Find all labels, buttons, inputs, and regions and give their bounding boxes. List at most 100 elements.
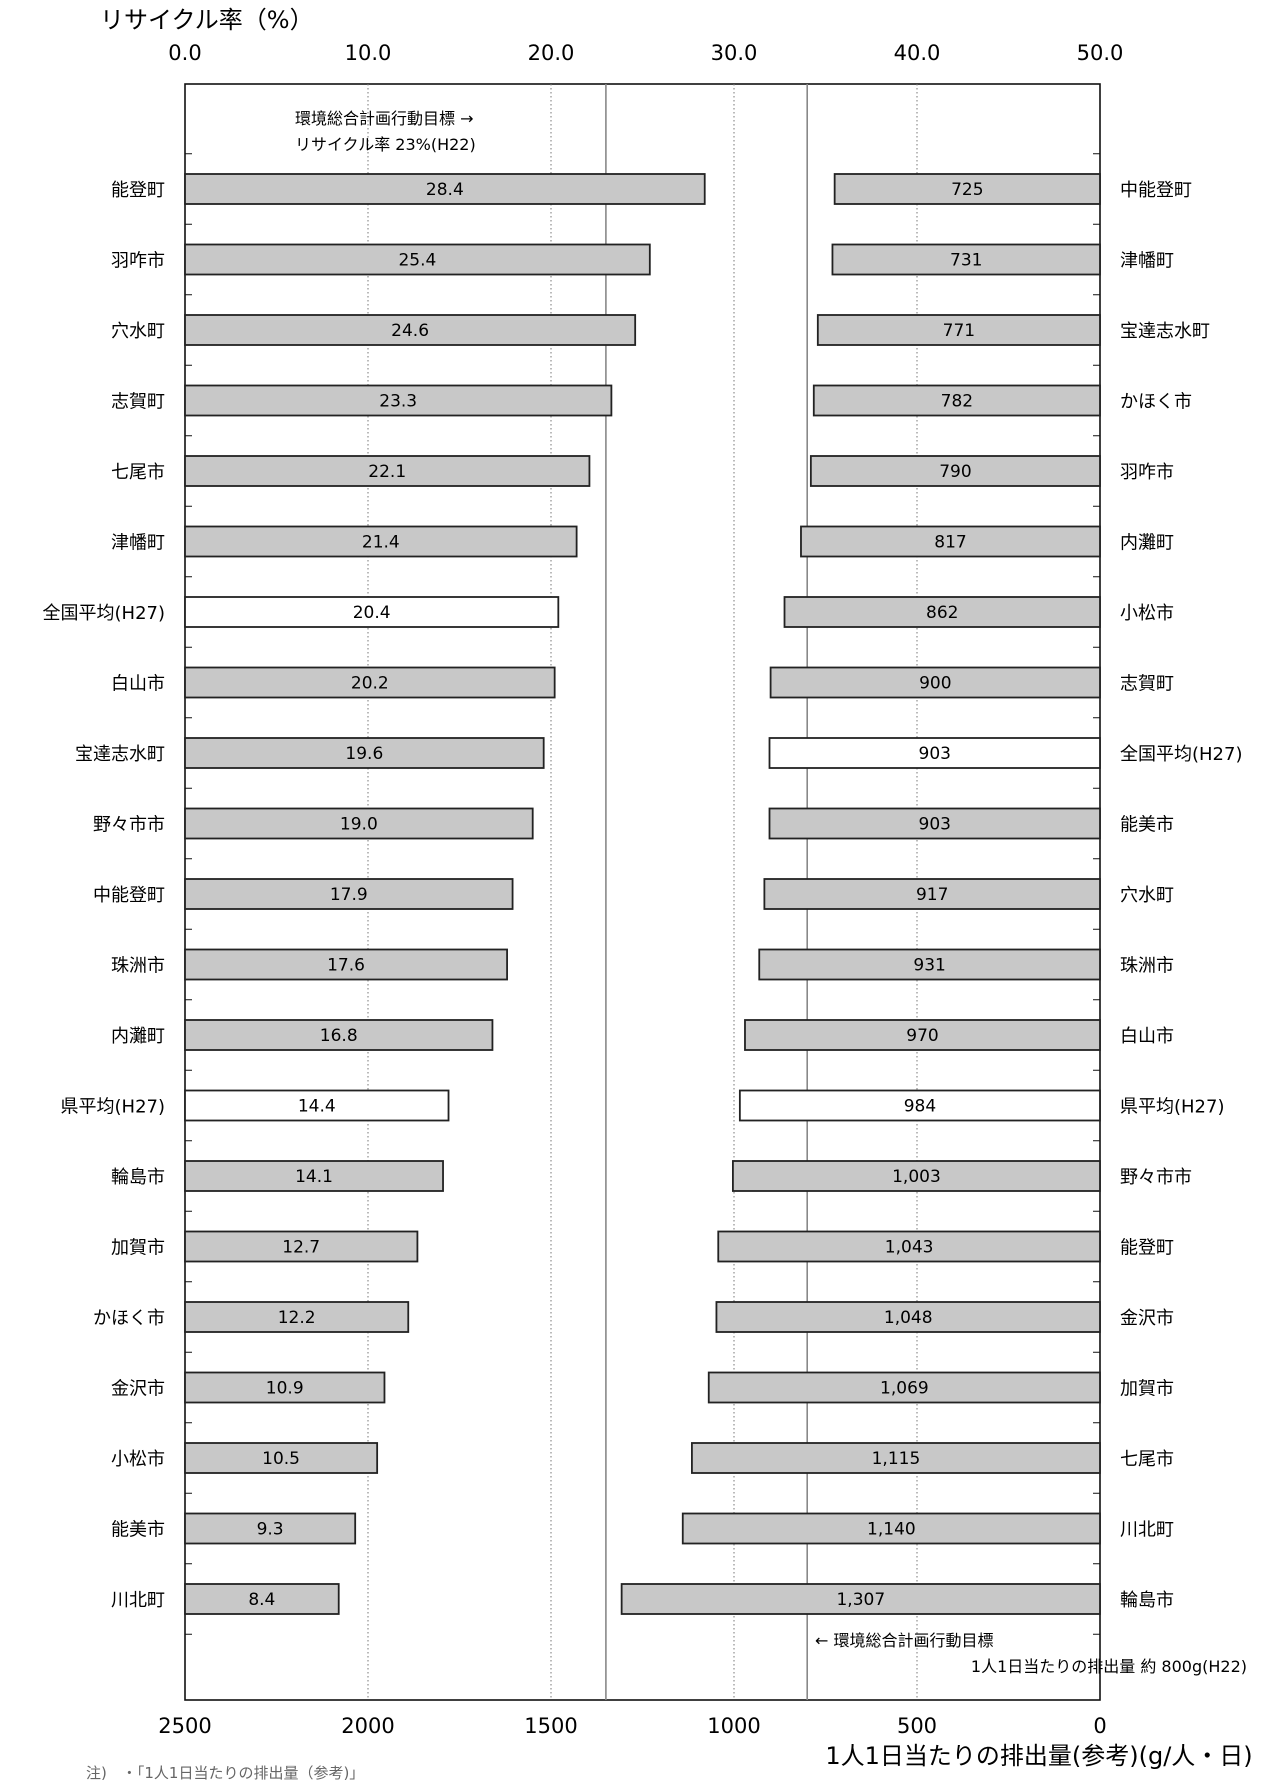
recycle-bar: [184, 314, 637, 346]
right-category-label: 川北町: [1120, 1520, 1174, 1541]
recycle-bar: [184, 1442, 379, 1474]
emission-bar: [738, 1089, 1101, 1122]
emission-bar: [717, 1230, 1101, 1263]
top-tick-label: 0.0: [168, 41, 201, 65]
emission-value-label: 817: [934, 533, 966, 553]
right-category-label: 金沢市: [1120, 1308, 1174, 1329]
recycle-value-label: 20.2: [351, 674, 389, 694]
right-category-label: かほく市: [1120, 392, 1192, 413]
left-category-label: かほく市: [93, 1308, 165, 1329]
bottom-tick-label: 500: [897, 1714, 937, 1738]
recycle-value-label: 14.4: [298, 1097, 336, 1117]
recycle-value-label: 16.8: [320, 1026, 358, 1046]
emission-value-label: 903: [919, 815, 951, 835]
left-category-label: 加賀市: [111, 1238, 165, 1259]
emission-value-label: 1,069: [880, 1379, 929, 1399]
emission-bar: [768, 737, 1101, 769]
emission-value-label: 1,140: [867, 1520, 916, 1540]
emission-bar: [812, 384, 1101, 417]
recycle-bar: [184, 1089, 450, 1122]
recycle-bar: [184, 948, 508, 981]
emission-bar: [816, 314, 1101, 346]
recycle-value-label: 23.3: [379, 392, 417, 412]
recycle-bar: [184, 1019, 494, 1051]
recycle-value-label: 9.3: [257, 1520, 284, 1540]
recycle-bar: [184, 243, 651, 276]
recycle-value-label: 28.4: [426, 180, 464, 200]
recycle-value-label: 24.6: [391, 321, 429, 341]
left-category-label: 羽咋市: [111, 251, 165, 272]
emission-bar: [809, 455, 1101, 487]
right-category-label: 珠洲市: [1120, 956, 1174, 977]
bottom-tick-label: 2500: [158, 1714, 211, 1738]
recycle-target-label-1: 環境総合計画行動目標 →: [295, 109, 474, 128]
emission-value-label: 903: [919, 744, 951, 764]
left-category-label: 穴水町: [111, 321, 165, 342]
emission-value-label: 862: [926, 603, 958, 623]
recycle-target-label-2: リサイクル率 23%(H22): [295, 135, 476, 154]
left-category-label: 白山市: [111, 674, 165, 695]
recycle-value-label: 22.1: [368, 462, 406, 482]
right-category-label: 全国平均(H27): [1120, 744, 1242, 765]
top-axis-title: リサイクル率（%）: [100, 6, 314, 34]
recycle-value-label: 17.6: [327, 956, 365, 976]
recycle-bar: [184, 1160, 444, 1192]
emission-target-label-2: 1人1日当たりの排出量 約 800g(H22): [971, 1657, 1247, 1676]
emission-bar: [769, 666, 1101, 699]
right-category-label: 野々市市: [1120, 1167, 1192, 1188]
right-category-label: 中能登町: [1120, 180, 1192, 201]
emission-bar: [691, 1442, 1101, 1474]
top-tick-label: 20.0: [528, 41, 575, 65]
right-category-label: 白山市: [1120, 1026, 1174, 1047]
footnote: 注) ・「1人1日当たりの排出量（参考)」: [86, 1764, 365, 1782]
emission-value-label: 917: [916, 885, 948, 905]
emission-bar: [707, 1371, 1101, 1404]
bottom-tick-label: 0: [1093, 1714, 1106, 1738]
emission-value-label: 782: [941, 392, 973, 412]
emission-value-label: 1,003: [892, 1167, 941, 1187]
recycle-bar: [184, 878, 514, 910]
right-category-label: 内灘町: [1120, 533, 1174, 554]
recycle-bar: [184, 666, 556, 699]
emission-value-label: 1,307: [836, 1590, 885, 1610]
emission-bar: [744, 1019, 1101, 1051]
left-category-label: 県平均(H27): [61, 1097, 165, 1118]
emission-bar: [833, 173, 1101, 205]
emission-bar: [763, 878, 1101, 910]
recycle-value-label: 25.4: [398, 251, 436, 271]
recycle-bar: [184, 1371, 386, 1404]
recycle-bar: [184, 1583, 340, 1615]
emission-value-label: 1,043: [885, 1238, 934, 1258]
right-category-label: 志賀町: [1120, 674, 1174, 695]
left-category-label: 津幡町: [111, 533, 165, 554]
recycle-bar: [184, 384, 613, 417]
right-category-label: 輪島市: [1120, 1590, 1174, 1611]
left-category-label: 能登町: [111, 180, 165, 201]
recycle-bar: [184, 1301, 410, 1333]
left-category-label: 志賀町: [111, 392, 165, 413]
left-category-label: 珠洲市: [111, 956, 165, 977]
emission-bar: [732, 1160, 1101, 1192]
emission-value-label: 1,115: [872, 1449, 921, 1469]
emission-bar: [681, 1512, 1101, 1545]
left-category-label: 全国平均(H27): [43, 603, 165, 624]
recycle-value-label: 14.1: [295, 1167, 333, 1187]
right-category-label: 加賀市: [1120, 1379, 1174, 1400]
emission-value-label: 725: [951, 180, 983, 200]
emission-bar: [831, 243, 1101, 276]
top-tick-label: 50.0: [1077, 41, 1124, 65]
recycle-value-label: 8.4: [248, 1590, 275, 1610]
emission-bar: [800, 525, 1101, 558]
emission-bar: [783, 596, 1101, 628]
right-category-label: 七尾市: [1120, 1449, 1174, 1470]
recycle-value-label: 20.4: [353, 603, 391, 623]
emission-bar: [768, 807, 1101, 840]
emission-bar: [620, 1583, 1101, 1615]
top-tick-label: 40.0: [894, 41, 941, 65]
right-category-label: 小松市: [1120, 603, 1174, 624]
left-category-label: 野々市市: [93, 815, 165, 836]
emission-value-label: 771: [943, 321, 975, 341]
recycle-value-label: 21.4: [362, 533, 400, 553]
emission-value-label: 931: [913, 956, 945, 976]
